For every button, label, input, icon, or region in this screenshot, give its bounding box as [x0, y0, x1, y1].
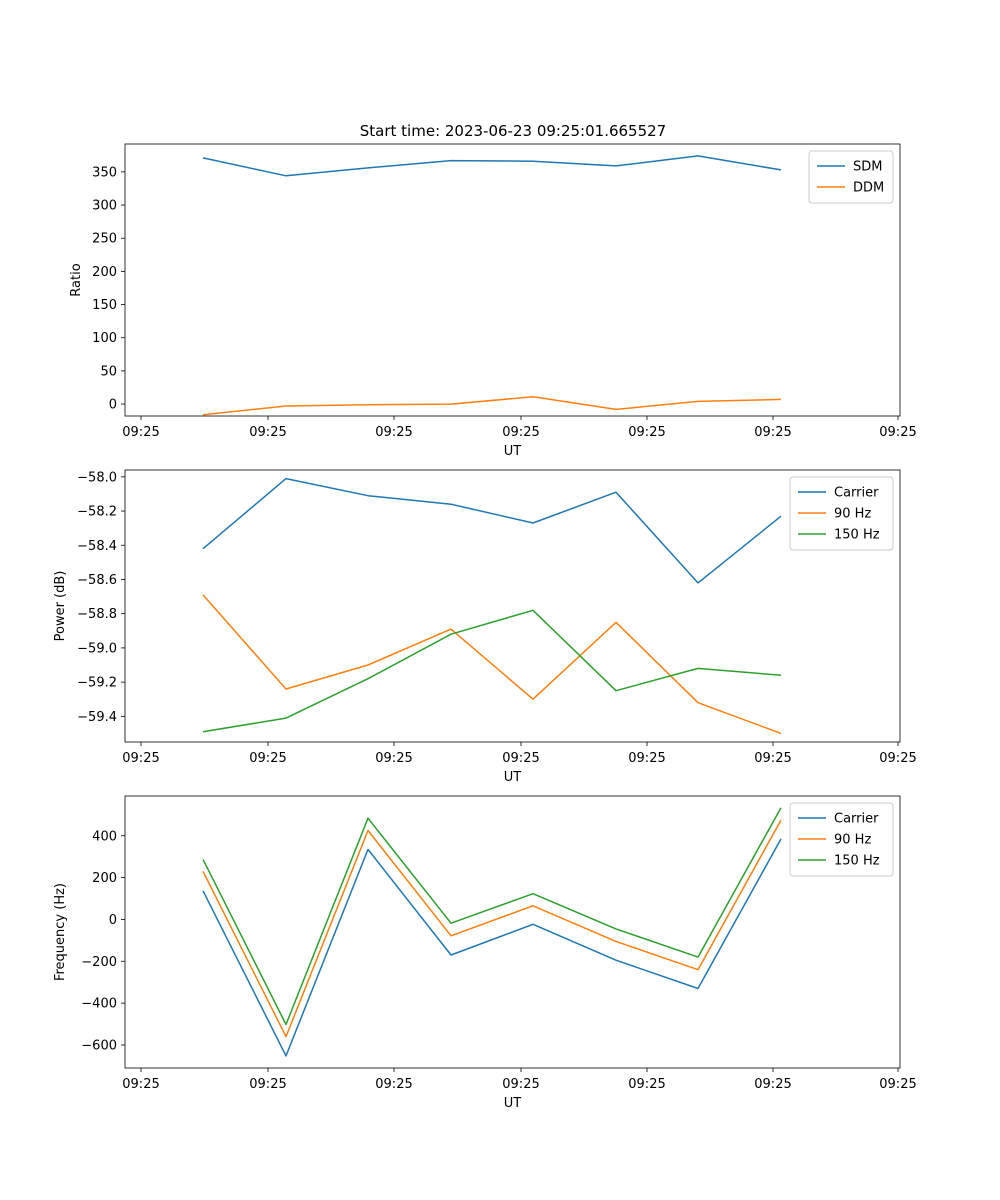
x-tick-label: 09:25 [879, 425, 916, 440]
y-tick-label: −58.8 [77, 607, 117, 622]
x-tick-label: 09:25 [502, 751, 539, 766]
x-axis-label: UT [504, 770, 522, 785]
y-axis-label: Frequency (Hz) [53, 883, 68, 981]
series-line-carrier [202, 477, 782, 584]
chart-2: 09:25 09:25 09:25 09:25 09:25 09:25 09:25 −59.4… [53, 469, 917, 785]
y-tick-label: −59.2 [77, 676, 117, 691]
legend-label: 150 Hz [834, 528, 880, 543]
x-tick-label: 09:25 [122, 1077, 159, 1092]
series-line-150-hz [202, 807, 782, 1026]
legend-label: 90 Hz [834, 507, 871, 522]
y-tick-label: 200 [92, 265, 117, 280]
legend-label: Carrier [834, 812, 879, 827]
y-tick-label: −58.2 [77, 505, 117, 520]
axes-frame [124, 795, 901, 1069]
legend-label: SDM [853, 160, 882, 175]
chart-3: 09:25 09:25 09:25 09:25 09:25 09:25 09:25 −600 −… [53, 795, 917, 1111]
legend-box [789, 476, 894, 551]
series-line-sdm [202, 155, 782, 177]
y-tick-label: 0 [109, 913, 117, 928]
y-tick-label: 100 [92, 331, 117, 346]
figure-title: Start time: 2023-06-23 09:25:01.665527 [360, 122, 666, 140]
x-tick-label: 09:25 [375, 425, 412, 440]
x-tick-label: 09:25 [375, 1077, 412, 1092]
x-axis-label: UT [504, 444, 522, 459]
legend-label: Carrier [834, 486, 879, 501]
x-tick-label: 09:25 [628, 1077, 665, 1092]
x-tick-label: 09:25 [502, 425, 539, 440]
legend: Carrier 90 Hz 150 Hz [789, 802, 894, 877]
series-line-carrier [202, 838, 782, 1057]
legend-box [789, 802, 894, 877]
series-line-90-hz [202, 819, 782, 1038]
legend: SDM DDM [808, 150, 894, 204]
axes-frame [124, 469, 901, 743]
x-tick-label: 09:25 [249, 1077, 286, 1092]
y-tick-label: −600 [81, 1038, 117, 1053]
y-tick-label: 0 [109, 398, 117, 413]
y-tick-label: −58.0 [77, 470, 117, 485]
series-line-150-hz [202, 609, 782, 733]
x-tick-label: 09:25 [628, 425, 665, 440]
y-tick-label: 50 [100, 364, 117, 379]
x-tick-label: 09:25 [122, 751, 159, 766]
y-tick-label: 300 [92, 199, 117, 214]
y-tick-label: −59.4 [77, 710, 117, 725]
y-tick-label: −400 [81, 997, 117, 1012]
axes-frame [124, 143, 901, 417]
y-axis-label: Power (dB) [53, 571, 68, 642]
series-line-ddm [202, 396, 782, 416]
legend-box [808, 150, 894, 204]
y-tick-label: 250 [92, 232, 117, 247]
x-tick-label: 09:25 [754, 1077, 791, 1092]
series-line-90-hz [202, 594, 782, 735]
x-tick-label: 09:25 [249, 425, 286, 440]
x-tick-label: 09:25 [754, 751, 791, 766]
y-axis-label: Ratio [69, 263, 84, 296]
y-tick-label: −200 [81, 955, 117, 970]
x-tick-label: 09:25 [879, 751, 916, 766]
x-tick-label: 09:25 [628, 751, 665, 766]
x-tick-label: 09:25 [502, 1077, 539, 1092]
plots-container: 09:25 09:25 09:25 09:25 09:25 09:25 09:25 0 50 10… [53, 143, 917, 1111]
y-tick-label: −59.0 [77, 641, 117, 656]
x-tick-label: 09:25 [375, 751, 412, 766]
legend-label: 90 Hz [834, 833, 871, 848]
y-tick-label: 400 [92, 829, 117, 844]
y-tick-label: −58.6 [77, 573, 117, 588]
y-tick-label: 350 [92, 165, 117, 180]
x-axis-label: UT [504, 1096, 522, 1111]
x-tick-label: 09:25 [754, 425, 791, 440]
x-tick-label: 09:25 [122, 425, 159, 440]
legend-label: DDM [853, 181, 884, 196]
x-tick-label: 09:25 [249, 751, 286, 766]
legend: Carrier 90 Hz 150 Hz [789, 476, 894, 551]
x-tick-label: 09:25 [879, 1077, 916, 1092]
legend-label: 150 Hz [834, 854, 880, 869]
y-tick-label: 200 [92, 871, 117, 886]
y-tick-label: 150 [92, 298, 117, 313]
y-tick-label: −58.4 [77, 539, 117, 554]
chart-1: 09:25 09:25 09:25 09:25 09:25 09:25 09:25 0 50 10… [69, 143, 917, 459]
